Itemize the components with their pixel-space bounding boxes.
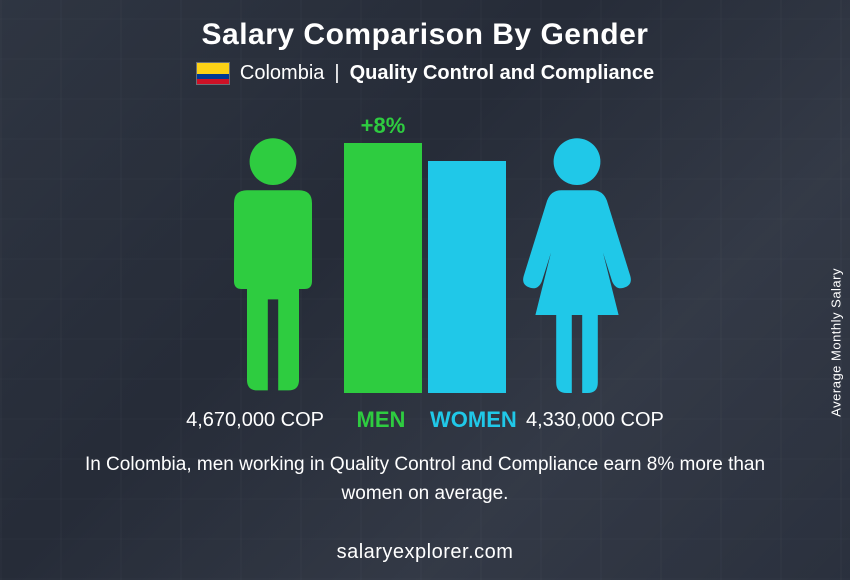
women-label: WOMEN bbox=[430, 407, 508, 433]
women-group bbox=[428, 133, 642, 393]
page-title: Salary Comparison By Gender bbox=[0, 18, 850, 52]
men-group: +8% bbox=[208, 133, 422, 393]
footer-brand: salaryexplorer.com bbox=[0, 541, 850, 564]
woman-icon bbox=[512, 133, 642, 393]
men-salary: 4,670,000 COP bbox=[142, 409, 332, 432]
women-salary: 4,330,000 COP bbox=[518, 409, 708, 432]
subtitle-row: Colombia | Quality Control and Complianc… bbox=[0, 62, 850, 85]
difference-label: +8% bbox=[361, 113, 406, 139]
subtitle-separator: | bbox=[334, 62, 339, 85]
colombia-flag-icon bbox=[196, 62, 230, 85]
man-icon bbox=[208, 133, 338, 393]
women-bar bbox=[428, 161, 506, 393]
men-label: MEN bbox=[342, 407, 420, 433]
caption-text: In Colombia, men working in Quality Cont… bbox=[0, 433, 850, 508]
bars-row: +8% bbox=[208, 133, 642, 393]
men-bar: +8% bbox=[344, 143, 422, 393]
y-axis-label: Average Monthly Salary bbox=[829, 268, 844, 417]
labels-row: 4,670,000 COP MEN WOMEN 4,330,000 COP bbox=[0, 407, 850, 433]
chart-area: Average Monthly Salary +8% bbox=[0, 103, 850, 433]
subtitle-category: Quality Control and Compliance bbox=[350, 62, 654, 85]
subtitle-country: Colombia bbox=[240, 62, 324, 85]
